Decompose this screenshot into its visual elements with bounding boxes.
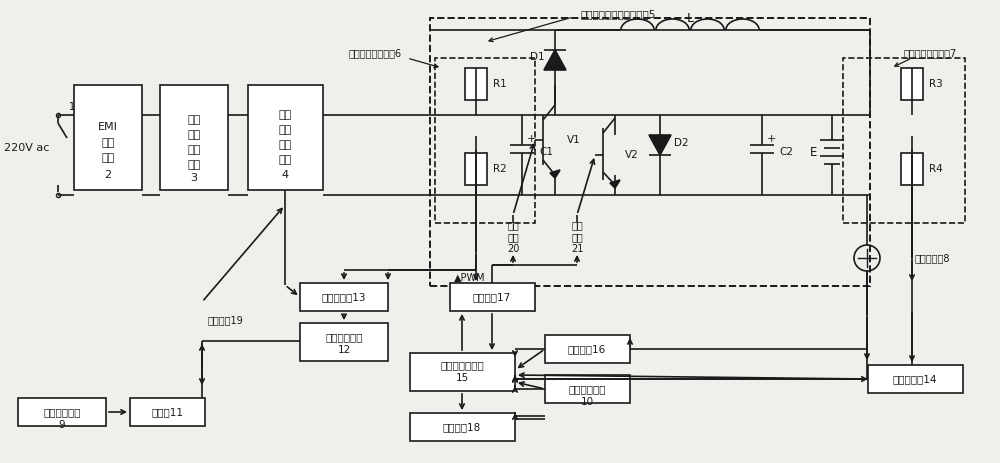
Polygon shape — [550, 170, 560, 178]
Text: 第一电压检测电路6: 第一电压检测电路6 — [348, 48, 402, 58]
Text: R3: R3 — [929, 79, 943, 89]
Bar — [410, 413, 515, 441]
Text: 电路: 电路 — [101, 153, 115, 163]
Text: 比较调理电路: 比较调理电路 — [325, 332, 363, 342]
Text: 电路: 电路 — [187, 160, 201, 170]
Text: 因数: 因数 — [278, 125, 292, 135]
Text: 1: 1 — [69, 102, 75, 112]
Text: 显示电路18: 显示电路18 — [443, 422, 481, 432]
Text: 3: 3 — [190, 173, 198, 183]
Polygon shape — [649, 135, 671, 155]
Bar — [545, 375, 630, 403]
Text: 第二: 第二 — [507, 220, 519, 230]
Bar — [465, 153, 487, 185]
Text: 单片机控制电路: 单片机控制电路 — [440, 360, 484, 370]
Polygon shape — [610, 180, 620, 188]
Text: L: L — [686, 12, 694, 25]
Bar — [545, 335, 630, 363]
Text: 驱动: 驱动 — [571, 232, 583, 242]
Bar — [465, 68, 487, 100]
Text: C2: C2 — [779, 147, 793, 157]
Bar — [901, 68, 923, 100]
Text: 4: 4 — [281, 170, 289, 180]
Text: 电路: 电路 — [278, 155, 292, 165]
Text: V1: V1 — [567, 135, 581, 145]
Text: 第二辅助电源: 第二辅助电源 — [568, 384, 606, 394]
Text: 第一驱动19: 第一驱动19 — [207, 315, 243, 325]
Bar — [430, 18, 870, 286]
Text: 驱动: 驱动 — [507, 232, 519, 242]
Polygon shape — [544, 50, 566, 70]
Bar — [901, 153, 923, 185]
Text: 15: 15 — [455, 373, 469, 383]
Bar — [160, 85, 228, 190]
Text: 20: 20 — [507, 244, 519, 254]
Bar — [18, 398, 106, 426]
Bar — [74, 85, 142, 190]
Text: 全桥: 全桥 — [187, 115, 201, 125]
Bar — [450, 283, 535, 311]
Text: 驱动电路17: 驱动电路17 — [473, 292, 511, 302]
Text: 校正: 校正 — [278, 140, 292, 150]
Text: R4: R4 — [929, 164, 943, 174]
Text: ▲PWM: ▲PWM — [454, 273, 486, 283]
Text: E: E — [810, 146, 818, 159]
Bar — [300, 283, 388, 311]
Text: +: + — [527, 134, 536, 144]
Bar — [130, 398, 205, 426]
Text: 偏置电路16: 偏置电路16 — [568, 344, 606, 354]
Text: R1: R1 — [493, 79, 507, 89]
Text: V2: V2 — [625, 150, 639, 160]
Text: 第一辅助电源: 第一辅助电源 — [43, 407, 81, 417]
Bar — [248, 85, 323, 190]
Text: 9: 9 — [59, 420, 65, 430]
Text: 整流: 整流 — [187, 130, 201, 140]
Text: 电流互感器8: 电流互感器8 — [915, 253, 950, 263]
Bar — [843, 58, 965, 223]
Bar — [300, 323, 388, 361]
Text: 第二电压检测电路7: 第二电压检测电路7 — [903, 48, 957, 58]
Text: +: + — [767, 134, 776, 144]
Text: C1: C1 — [539, 147, 553, 157]
Text: 220V ac: 220V ac — [4, 143, 50, 153]
Text: D2: D2 — [674, 138, 689, 148]
Bar — [410, 353, 515, 391]
Text: 蓄电池充放电管理主电路5: 蓄电池充放电管理主电路5 — [580, 9, 656, 19]
Text: 第二光耦器14: 第二光耦器14 — [893, 374, 937, 384]
Text: 12: 12 — [337, 345, 351, 355]
Bar — [435, 58, 535, 223]
Text: R2: R2 — [493, 164, 507, 174]
Bar — [868, 365, 963, 393]
Text: 第一光耦器13: 第一光耦器13 — [322, 292, 366, 302]
Text: 滤波: 滤波 — [187, 145, 201, 155]
Text: 滤波: 滤波 — [101, 138, 115, 148]
Text: D1: D1 — [530, 52, 544, 62]
Text: 第三: 第三 — [571, 220, 583, 230]
Text: 功率: 功率 — [278, 110, 292, 120]
Text: 控制器11: 控制器11 — [151, 407, 183, 417]
Text: EMI: EMI — [98, 122, 118, 132]
Text: 10: 10 — [580, 397, 594, 407]
Text: 2: 2 — [104, 170, 112, 180]
Text: 21: 21 — [571, 244, 583, 254]
